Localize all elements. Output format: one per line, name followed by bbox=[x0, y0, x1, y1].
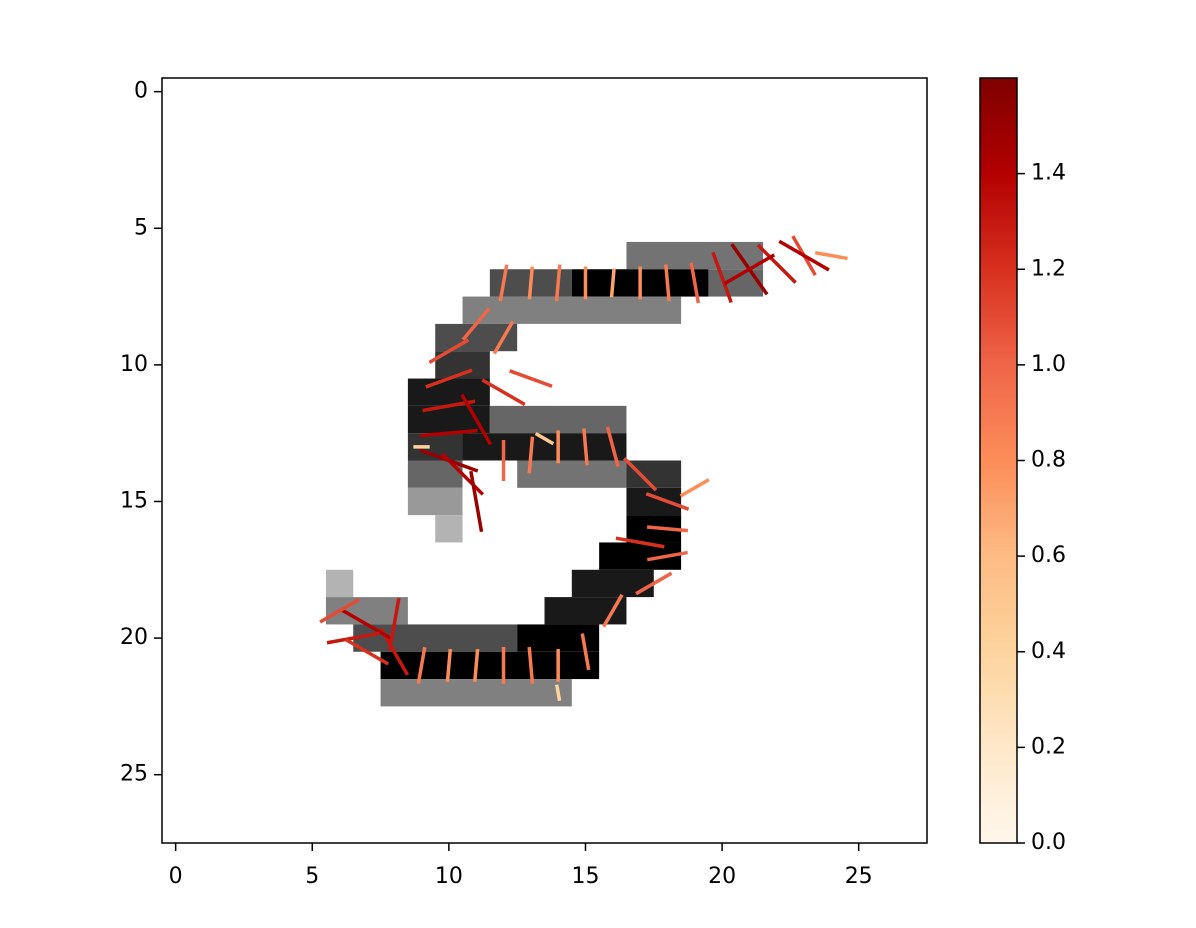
quiver-segment bbox=[646, 525, 689, 533]
quiver-segment bbox=[509, 369, 553, 388]
colorbar-tick-label: 1.0 bbox=[1031, 352, 1066, 377]
quiver-segment bbox=[723, 253, 776, 286]
plot-frame bbox=[161, 77, 928, 844]
quiver-segment bbox=[609, 268, 616, 298]
colorbar-tick-label: 0.4 bbox=[1031, 639, 1066, 664]
image-cell bbox=[407, 378, 490, 406]
quiver-segment bbox=[425, 368, 473, 389]
quiver-segment bbox=[756, 243, 797, 284]
x-tick-label: 20 bbox=[708, 864, 736, 889]
image-cell bbox=[571, 569, 654, 598]
quiver-segment bbox=[645, 492, 690, 511]
quiver-segment bbox=[420, 428, 478, 438]
quiver-segment bbox=[646, 550, 688, 562]
colorbar-tick-label: 0.6 bbox=[1031, 543, 1066, 568]
quiver-segment bbox=[635, 571, 673, 596]
quiver-segment bbox=[679, 478, 710, 498]
colorbar bbox=[979, 77, 1018, 844]
quiver-segment bbox=[492, 320, 515, 355]
quiver-segment bbox=[481, 378, 526, 407]
colorbar-tick-label: 0.0 bbox=[1031, 830, 1066, 855]
y-tick-label: 0 bbox=[134, 79, 148, 104]
image-cell bbox=[517, 460, 627, 488]
quiver-segment bbox=[534, 432, 555, 446]
quiver-segment bbox=[387, 597, 401, 651]
quiver-segment bbox=[527, 646, 535, 684]
quiver-segment bbox=[319, 597, 360, 624]
x-tick-label: 5 bbox=[305, 864, 319, 889]
quiver-segment bbox=[622, 456, 658, 492]
quiver-segment bbox=[602, 593, 624, 628]
quiver-segment bbox=[461, 307, 491, 341]
quiver-segment bbox=[527, 266, 535, 300]
quiver-segment bbox=[473, 648, 480, 682]
quiver-segment bbox=[445, 648, 453, 682]
quiver-segment bbox=[416, 646, 427, 684]
colorbar-tick-label: 0.2 bbox=[1031, 734, 1066, 759]
quiver-segment bbox=[498, 264, 509, 302]
y-tick-label: 5 bbox=[134, 215, 148, 240]
image-cell bbox=[407, 487, 463, 516]
quiver-segment bbox=[326, 631, 380, 645]
image-cell bbox=[380, 651, 600, 680]
quiver-segment bbox=[814, 251, 848, 261]
quiver-segment bbox=[554, 264, 562, 302]
quiver-segment bbox=[341, 608, 393, 641]
quiver-segment bbox=[778, 239, 830, 272]
x-tick-label: 15 bbox=[571, 864, 599, 889]
y-tick-label: 10 bbox=[120, 352, 148, 377]
colorbar-tick-label: 1.2 bbox=[1031, 256, 1066, 281]
quiver-segment bbox=[664, 264, 671, 302]
image-cell bbox=[325, 569, 354, 598]
image-cell bbox=[435, 515, 463, 543]
quiver-segment bbox=[605, 426, 620, 468]
quiver-segment bbox=[689, 262, 701, 304]
colorbar-tick-label: 1.4 bbox=[1031, 161, 1066, 186]
quiver-segment bbox=[580, 633, 591, 671]
quiver-segment bbox=[527, 436, 535, 474]
x-tick-label: 0 bbox=[169, 864, 183, 889]
image-cell bbox=[380, 679, 572, 707]
quiver-segment bbox=[469, 470, 484, 533]
quiver-segment bbox=[615, 536, 665, 549]
x-tick-label: 10 bbox=[435, 864, 463, 889]
quiver-segment bbox=[428, 338, 470, 364]
image-cell bbox=[626, 487, 682, 516]
image-cell bbox=[626, 460, 682, 488]
image-cell bbox=[462, 296, 682, 324]
quiver-segment bbox=[555, 684, 562, 702]
y-tick-label: 25 bbox=[120, 762, 148, 787]
colorbar-tick-label: 0.8 bbox=[1031, 448, 1066, 473]
y-tick-label: 20 bbox=[120, 625, 148, 650]
image-cell bbox=[626, 241, 764, 270]
image-cell bbox=[353, 624, 518, 652]
quiver-segment bbox=[460, 393, 493, 446]
quiver-segment bbox=[582, 428, 589, 466]
image-cell bbox=[489, 405, 627, 434]
y-tick-label: 15 bbox=[120, 488, 148, 513]
quiver-segment bbox=[344, 637, 390, 666]
x-tick-label: 25 bbox=[845, 864, 873, 889]
image-cell bbox=[708, 269, 764, 297]
quiver-segment bbox=[441, 452, 485, 496]
quiver-segment bbox=[711, 251, 733, 304]
